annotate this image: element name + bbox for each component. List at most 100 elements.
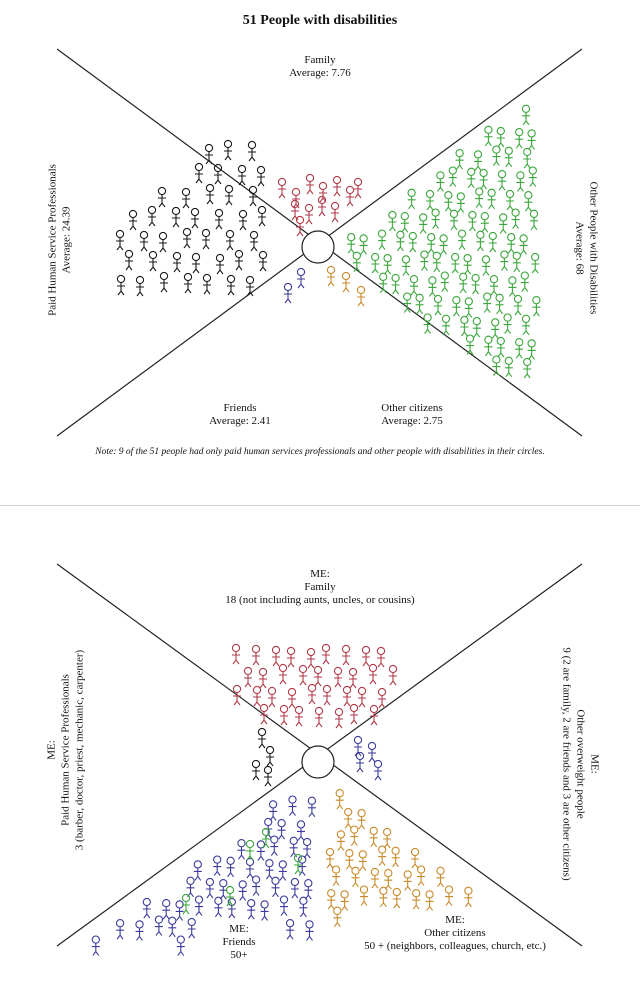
person-figure-other-disability (513, 294, 523, 316)
person-figure-paid (191, 252, 201, 274)
person-figure-friend (238, 880, 247, 901)
me-paid-label: Paid Human Service Professionals (59, 674, 72, 826)
person-figure-friend (296, 820, 306, 841)
footnote: Note: 9 of the 51 people had only paid h… (95, 447, 545, 457)
person-figure-other-disability (504, 356, 513, 378)
person-figure-paid (214, 208, 224, 230)
person-figure-other-disability (496, 126, 505, 148)
person-figure-other-disability (415, 293, 424, 315)
person-figure-other-disability (403, 292, 412, 313)
person-figure-other-disability (521, 314, 531, 336)
person-figure-other-disability (444, 191, 453, 212)
person-figure-friend (162, 899, 171, 920)
me-paid-heading: ME: (45, 740, 58, 760)
person-figure-friend (214, 896, 223, 918)
person-figure-other-disability (484, 335, 493, 357)
person-figure-other-disability (496, 336, 505, 358)
person-figure-paid (148, 250, 158, 272)
person-figure-paid (183, 272, 193, 294)
person-figure-other-disability (524, 191, 533, 212)
person-figure-friend (91, 935, 100, 956)
person-figure-other-disability (449, 209, 459, 231)
person-figure-other-disability (451, 252, 460, 274)
person-figure-friend (205, 877, 215, 899)
person-figure-other-disability (523, 357, 532, 379)
person-figure-other-disability (463, 254, 472, 275)
person-figure-citizen (356, 285, 366, 307)
person-figure-other-disability (528, 166, 537, 187)
me-overweight-heading: ME: (588, 754, 601, 774)
person-figure-paid (205, 183, 215, 205)
person-figure-friend (285, 919, 295, 940)
person-figure-family (317, 195, 327, 217)
person-figure-other-disability (503, 313, 512, 334)
me-family-heading: ME: (310, 568, 330, 580)
person-figure-friend (270, 835, 279, 856)
person-figure-overweight (355, 751, 365, 773)
person-figure-friend (247, 899, 256, 920)
me-friends-heading: ME: (229, 923, 249, 935)
person-figure-friend (142, 897, 151, 919)
person-figure-other-disability (519, 234, 528, 255)
person-figure-family (342, 685, 352, 707)
person-figure-citizen (436, 866, 445, 888)
person-figure-overweight-friend (245, 839, 255, 861)
person-figure-friend (227, 897, 236, 919)
person-figure-paid (139, 230, 149, 252)
person-figure-citizen (392, 887, 401, 909)
me-overweight-count: 9 (2 are family, 2 are friends and 3 are… (560, 647, 573, 881)
person-figure-other-disability (423, 313, 432, 334)
person-figure-friend (298, 855, 307, 876)
person-figure-paid (245, 275, 255, 297)
person-figure-other-disability (511, 208, 520, 229)
person-figure-citizen (369, 826, 378, 848)
person-figure-family (294, 705, 304, 727)
person-figure-citizen (359, 885, 369, 906)
person-figure-other-disability (425, 189, 435, 211)
person-figure-other-disability (388, 210, 397, 232)
person-figure-other-disability (427, 233, 436, 254)
person-figure-other-disability (456, 192, 465, 213)
person-figure-citizen (412, 889, 421, 910)
person-figure-friend (186, 876, 195, 898)
person-figure-paid (248, 185, 258, 207)
center-circle (301, 745, 335, 779)
person-figure-friend (302, 837, 312, 859)
person-figure-paid (115, 229, 125, 251)
person-figure-family (304, 203, 314, 225)
person-figure-other-disability (476, 230, 485, 252)
person-figure-other-disability (383, 254, 392, 275)
person-figure-other-disability (527, 339, 536, 360)
person-figure-friend (296, 267, 306, 289)
person-figure-friend (265, 859, 274, 880)
person-figure-friend (176, 935, 185, 956)
person-figure-friend (237, 839, 246, 860)
person-figure-friend (279, 895, 289, 916)
person-figure-other-disability (409, 275, 419, 296)
person-figure-family (277, 177, 287, 199)
person-figure-other-disability (521, 104, 531, 126)
person-figure-family (305, 173, 315, 195)
person-figure-other-disability (464, 297, 473, 318)
family-label: Family (304, 54, 336, 66)
person-figure-citizen (379, 886, 388, 908)
person-figure-citizen (327, 889, 336, 910)
person-figure-other-disability (347, 233, 356, 254)
person-figure-other-disability (532, 296, 541, 317)
person-figure-friend (290, 877, 300, 899)
person-figure-citizen (345, 849, 354, 870)
person-figure-other-disability (457, 229, 467, 250)
person-figure-overweight (353, 735, 363, 757)
person-figure-friend (283, 282, 293, 304)
person-figure-paid (234, 249, 244, 271)
person-figure-other-disability (491, 318, 500, 339)
person-figure-other-disability (432, 251, 441, 273)
person-figure-paid (157, 186, 167, 208)
person-figure-paid (257, 727, 267, 749)
person-figure-other-disability (489, 275, 499, 296)
person-figure-other-disability (455, 149, 464, 170)
person-figure-paid (194, 162, 204, 184)
family-average: Average: 7.76 (289, 67, 351, 79)
person-figure-family (322, 684, 332, 706)
person-figure-family (348, 667, 358, 689)
